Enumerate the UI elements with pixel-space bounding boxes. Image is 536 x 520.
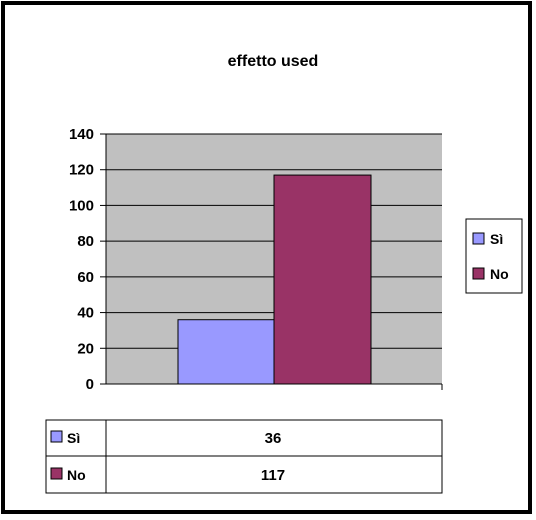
y-tick-label: 0 xyxy=(86,376,94,393)
legend-label-si: Sì xyxy=(490,231,503,247)
data-table: Sì 36 No 117 xyxy=(45,419,443,494)
y-tick-label: 120 xyxy=(69,162,94,179)
y-tick-label: 100 xyxy=(69,197,94,214)
y-tick-label: 40 xyxy=(77,305,94,322)
table-value-si: 36 xyxy=(265,430,282,447)
table-swatch-si xyxy=(50,430,63,443)
bar-no xyxy=(273,174,372,385)
y-tick-label: 80 xyxy=(77,233,94,250)
legend-swatch-si xyxy=(472,232,485,245)
y-ticks: 0 20 40 60 80 100 120 140 xyxy=(69,126,106,393)
chart-title: effetto used xyxy=(228,53,319,70)
y-tick-label: 20 xyxy=(77,340,94,357)
legend-label-no: No xyxy=(490,266,509,282)
bar-si xyxy=(177,319,276,385)
table-label-no: No xyxy=(67,467,86,483)
y-tick-label: 140 xyxy=(69,126,94,143)
table-label-si: Sì xyxy=(67,430,80,446)
legend xyxy=(465,218,523,294)
table-value-no: 117 xyxy=(261,467,285,484)
y-tick-label: 60 xyxy=(77,269,94,286)
table-swatch-no xyxy=(50,467,63,480)
legend-swatch-no xyxy=(472,267,485,280)
